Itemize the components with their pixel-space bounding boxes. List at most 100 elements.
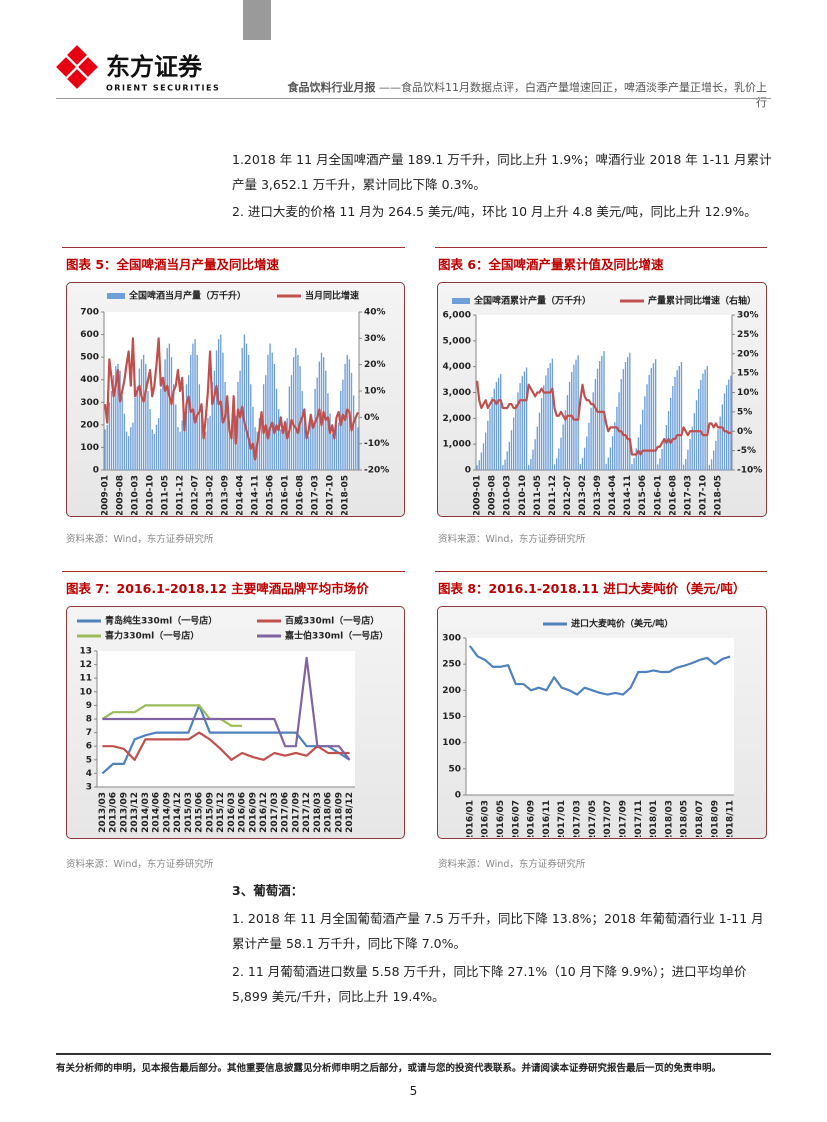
- x-tick-label: 2014-11: [623, 475, 633, 515]
- bar: [564, 410, 566, 470]
- y-tick-label: 20%: [364, 360, 386, 370]
- bar: [115, 366, 117, 470]
- bar: [620, 379, 622, 470]
- bar: [277, 409, 280, 470]
- bar: [480, 452, 483, 470]
- y-tick-label: 7: [86, 728, 92, 738]
- legend-label: 嘉士伯330ml（一号店）: [284, 630, 388, 642]
- source-note: 资料来源：Wind，东方证券研究所: [438, 859, 586, 870]
- bar: [140, 359, 143, 470]
- bar: [512, 417, 515, 470]
- x-tick-label: 2018/01: [649, 800, 659, 837]
- logo-en: ORIENT SECURITIES: [106, 84, 220, 93]
- x-tick-label: 2014/09: [162, 792, 172, 833]
- bar: [153, 433, 156, 470]
- bar: [260, 418, 263, 470]
- legend-key: [107, 293, 125, 299]
- bar: [500, 373, 502, 470]
- y-tick-label: 8: [86, 715, 92, 725]
- paragraph: 2. 进口大麦的价格 11 月为 264.5 美元/吨，环比 10 月上升 4.…: [232, 204, 757, 219]
- y-tick-label: 400: [80, 375, 99, 385]
- bar: [523, 371, 526, 470]
- bar: [155, 424, 158, 470]
- bar: [566, 395, 569, 470]
- bar: [329, 413, 331, 470]
- bar: [192, 343, 194, 470]
- x-tick-label: 2018-05: [341, 475, 351, 515]
- source-note: 资料来源：Wind，东方证券研究所: [66, 859, 214, 870]
- bar: [196, 354, 198, 470]
- bar: [337, 422, 340, 470]
- bar: [301, 391, 303, 470]
- bar: [303, 411, 306, 470]
- bar: [250, 384, 252, 470]
- y-tick-label: 10%: [364, 387, 386, 397]
- bar: [284, 420, 286, 470]
- bar: [119, 370, 121, 470]
- x-tick-label: 2011-05: [533, 475, 543, 515]
- y-tick-label: 500: [80, 353, 99, 363]
- bar: [568, 381, 571, 470]
- x-tick-label: 2016-08: [668, 475, 678, 515]
- bar: [482, 443, 485, 470]
- bar: [491, 397, 493, 470]
- y-tick-label: -5%: [737, 446, 756, 456]
- y-tick-label: 4,000: [443, 362, 471, 372]
- bar: [594, 378, 597, 470]
- x-tick-label: 2018/06: [324, 792, 334, 833]
- figure-rule: [435, 571, 767, 572]
- bar: [202, 427, 205, 470]
- bar: [693, 413, 696, 470]
- x-tick-label: 2015/06: [195, 792, 205, 833]
- bar: [704, 369, 706, 470]
- report-type: 食品饮料行业月报: [287, 81, 376, 94]
- y-tick-label: 9: [86, 701, 92, 711]
- bar: [252, 406, 254, 470]
- x-tick-label: 2014/12: [173, 792, 183, 833]
- bar: [292, 357, 295, 470]
- x-tick-label: 2011-05: [161, 475, 171, 515]
- bar: [599, 360, 601, 470]
- x-tick-label: 2014/06: [152, 792, 162, 833]
- bar: [110, 391, 113, 470]
- x-tick-label: 2012-07: [191, 475, 201, 515]
- bar: [573, 364, 575, 470]
- bar: [721, 404, 724, 470]
- line: [468, 645, 731, 696]
- bar: [717, 429, 719, 470]
- x-tick-label: 2011-12: [176, 475, 186, 515]
- bar: [540, 398, 543, 470]
- x-tick-label: 2016/06: [238, 792, 248, 833]
- x-tick-label: 2017/03: [270, 792, 280, 833]
- x-tick-label: 2017-03: [683, 475, 693, 515]
- bar: [635, 448, 637, 470]
- y-tick-label: 5%: [737, 407, 752, 417]
- chart: 0 1,000 2,000 3,000 4,000 5,000 6,000 -10% -5% 0%…: [443, 295, 763, 517]
- figure-rule: [62, 571, 405, 572]
- line: [102, 656, 351, 761]
- x-tick-label: 2016-01: [653, 475, 663, 515]
- bar: [123, 413, 126, 470]
- bar: [183, 418, 186, 470]
- x-tick-label: 2016/01: [465, 800, 475, 837]
- y-tick-label: 30%: [737, 311, 759, 321]
- y-tick-label: 5,000: [443, 336, 471, 346]
- x-tick-label: 2017-03: [311, 475, 321, 515]
- bar: [691, 426, 693, 470]
- bar: [663, 437, 665, 470]
- bar: [715, 440, 717, 470]
- bar: [674, 377, 676, 470]
- bar: [575, 359, 577, 470]
- y-tick-label: 3,000: [443, 388, 471, 398]
- bar: [586, 436, 588, 470]
- x-tick-label: 2016/05: [496, 800, 506, 837]
- x-tick-label: 2010-10: [518, 475, 528, 515]
- bar: [121, 395, 123, 470]
- x-tick-label: 2014/03: [141, 792, 151, 833]
- x-tick-label: 2012-07: [563, 475, 573, 515]
- bar: [631, 464, 633, 470]
- bar: [185, 384, 188, 470]
- y-tick-label: 10%: [737, 388, 759, 398]
- x-tick-label: 2016/12: [259, 792, 269, 833]
